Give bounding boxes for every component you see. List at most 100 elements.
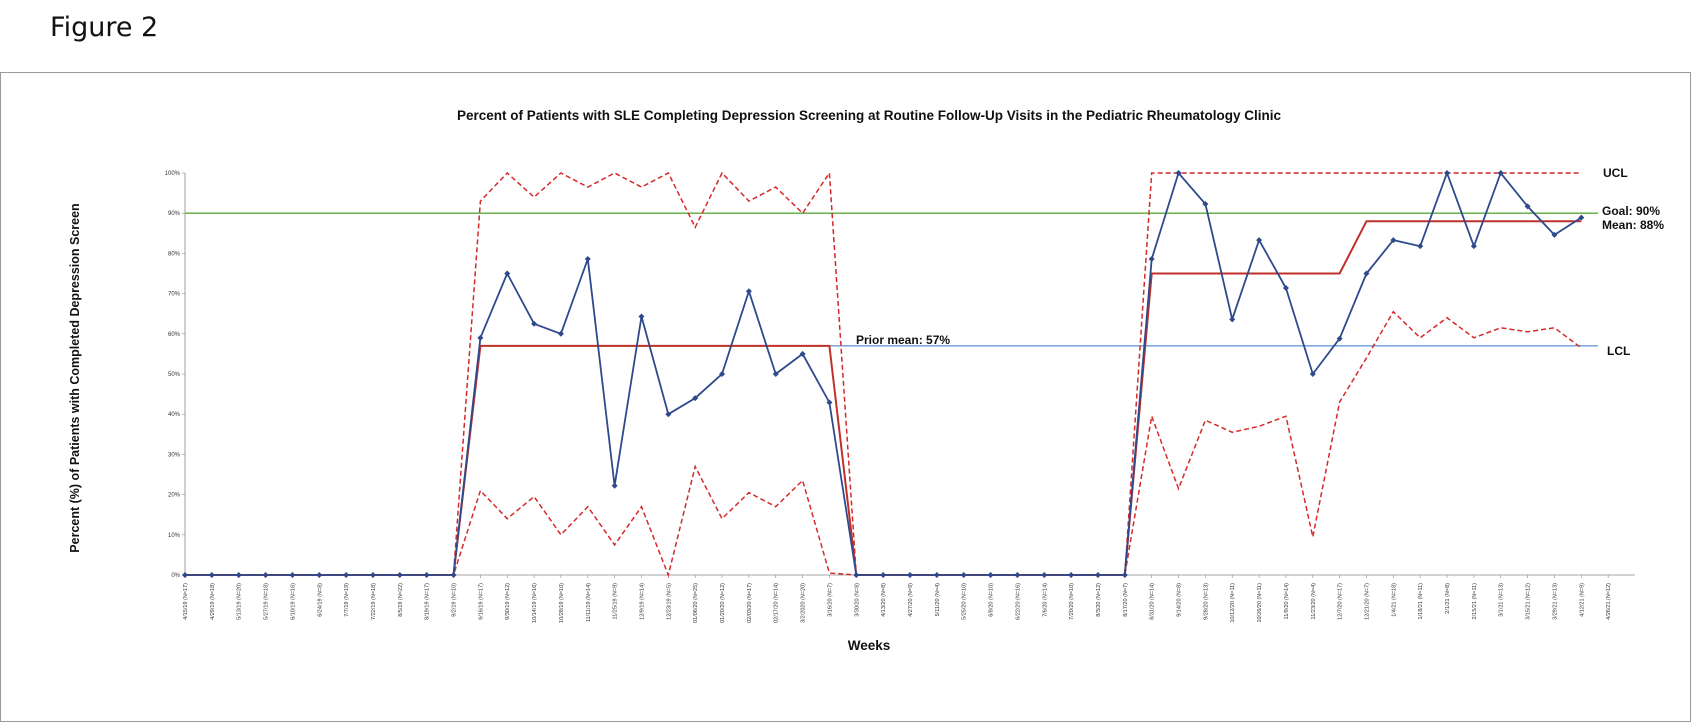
x-tick-label: 2/15/21 (N=11) (1472, 583, 1478, 620)
data-point (1363, 270, 1370, 277)
y-tick-label: 70% (168, 292, 181, 298)
line-chart: Percent of Patients with SLE Completing … (68, 108, 1664, 653)
data-point (450, 572, 457, 578)
data-point (1309, 371, 1316, 377)
x-tick-label: 7/7/19 (N=19) (344, 583, 350, 617)
x-tick-label: 01/20/20 (N=12) (720, 583, 726, 623)
y-tick-label: 90% (168, 211, 181, 217)
x-tick-label: 9/14/20 (N=8) (1177, 583, 1183, 617)
x-tick-label: 01/06/20 (N=25) (693, 583, 699, 623)
plot-area: 0% 10% 20% 30% 40% 50% 60% 70% 80% 90% 100% 4/15/19… (165, 170, 1635, 623)
x-tick-label: 6/22/20 (N=16) (1015, 583, 1021, 620)
data-point (1068, 572, 1075, 578)
prior-mean-label: Prior mean: 57% (856, 333, 950, 347)
data-point (880, 572, 887, 578)
data-series-line (185, 170, 1582, 576)
x-tick-label: 10/28/19 (N=10) (559, 583, 565, 623)
x-tick-label: 2/1/21 (N=8) (1445, 583, 1451, 614)
x-tick-label: 10/14/19 (N=16) (532, 583, 538, 623)
data-point (1256, 237, 1263, 244)
x-tick-label: 12/21/20 (N=7) (1364, 583, 1370, 620)
data-point (826, 399, 833, 406)
x-tick-label: 1/18/21 (N=11) (1418, 583, 1424, 620)
data-point (316, 572, 323, 578)
x-tick-label: 3/2/2020 (N=20) (801, 583, 807, 623)
data-point (1121, 572, 1128, 578)
x-tick-label: 8/31/20 (N=14) (1150, 583, 1156, 620)
data-point (423, 572, 430, 578)
data-point (1094, 572, 1101, 578)
ucl-label: UCL (1603, 166, 1628, 180)
x-tick-label: 7/20/20 (N=10) (1069, 583, 1075, 620)
x-tick-label: 7/6/20 (N=14) (1042, 583, 1048, 617)
x-tick-label: 4/12/21 (N=9) (1579, 583, 1585, 617)
data-point (665, 411, 672, 418)
data-point (907, 572, 913, 578)
data-point (1470, 243, 1477, 250)
x-tick-label: 02/17/20 (N=14) (774, 583, 780, 623)
mean-series-line (185, 220, 1582, 576)
data-point (611, 482, 618, 489)
x-tick-label: 8/17/20 (N=7) (1123, 583, 1129, 617)
x-tick-label: 3/16/20 (N=7) (827, 583, 833, 617)
data-point (1202, 200, 1209, 207)
data-point (1014, 572, 1021, 578)
data-point (1578, 214, 1585, 221)
data-point (343, 572, 350, 578)
data-point (1229, 316, 1236, 323)
data-point (531, 320, 538, 327)
y-tick-label: 100% (165, 171, 181, 177)
y-tick-label: 20% (168, 493, 181, 499)
x-tick-label: 3/15/21 (N=12) (1526, 583, 1532, 620)
y-tick-label: 50% (168, 372, 181, 378)
data-point (853, 572, 860, 578)
y-tick-label: 0% (171, 573, 180, 579)
y-tick-label: 40% (168, 412, 181, 418)
x-tick-label: 9/28/20 (N=13) (1203, 583, 1209, 620)
data-point (1524, 203, 1531, 210)
x-tick-label: 12/7/20 (N=17) (1338, 583, 1344, 620)
y-tick-label: 60% (168, 332, 181, 338)
x-tick-label: 5/13/19 (N=20) (237, 583, 243, 620)
data-point (1390, 237, 1397, 244)
x-tick-label: 11/25/19 (N=9) (613, 583, 619, 620)
data-point (1175, 170, 1182, 176)
x-tick-label: 10/12/20 (N=11) (1230, 583, 1236, 623)
x-tick-label: 1/4/21 (N=18) (1391, 583, 1397, 617)
data-point (1148, 256, 1155, 263)
data-point (1444, 170, 1451, 176)
x-tick-label: 12/23/19 (N=5) (666, 583, 672, 620)
data-point (182, 572, 188, 578)
x-tick-label: 4/26/21 (N=12) (1606, 583, 1612, 620)
x-tick-label: 9/2/19 (N=10) (452, 583, 458, 617)
lcl-label: LCL (1607, 344, 1630, 358)
data-point (557, 330, 564, 337)
x-tick-label: 8/3/20 (N=12) (1096, 583, 1102, 617)
data-point (584, 256, 591, 263)
x-tick-label: 3/1/21 (N=13) (1499, 583, 1505, 617)
data-point (1282, 284, 1289, 291)
data-point (799, 350, 806, 357)
data-point (1417, 243, 1424, 250)
data-point (235, 572, 242, 578)
x-tick-label: 5/25/20 (N=10) (962, 583, 968, 620)
chart-title: Percent of Patients with SLE Completing … (457, 108, 1282, 123)
data-point (369, 572, 376, 578)
data-point (289, 572, 296, 578)
x-tick-label: 10/26/20 (N=11) (1257, 583, 1263, 623)
x-tick-label: 7/22/19 (N=18) (371, 583, 377, 620)
x-tick-label: 9/16/19 (N=17) (478, 583, 484, 620)
data-point (208, 572, 215, 578)
data-point (745, 288, 752, 295)
data-point (692, 395, 699, 402)
x-tick-label: 4/27/20 (N=9) (908, 583, 914, 617)
chart-frame: Percent of Patients with SLE Completing … (0, 72, 1691, 722)
data-point (1041, 572, 1048, 578)
x-tick-label: 11/9/20 (N=14) (1284, 583, 1290, 620)
x-tick-label: 6/24/19 (N=8) (317, 583, 323, 617)
data-point (933, 572, 940, 578)
x-tick-label: 4/29/19 (N=18) (210, 583, 216, 620)
x-tick-label: 4/15/19 (N=17) (183, 583, 189, 620)
mean-label: Mean: 88% (1602, 218, 1664, 232)
x-tick-label: 6/8/20 (N=10) (989, 583, 995, 617)
